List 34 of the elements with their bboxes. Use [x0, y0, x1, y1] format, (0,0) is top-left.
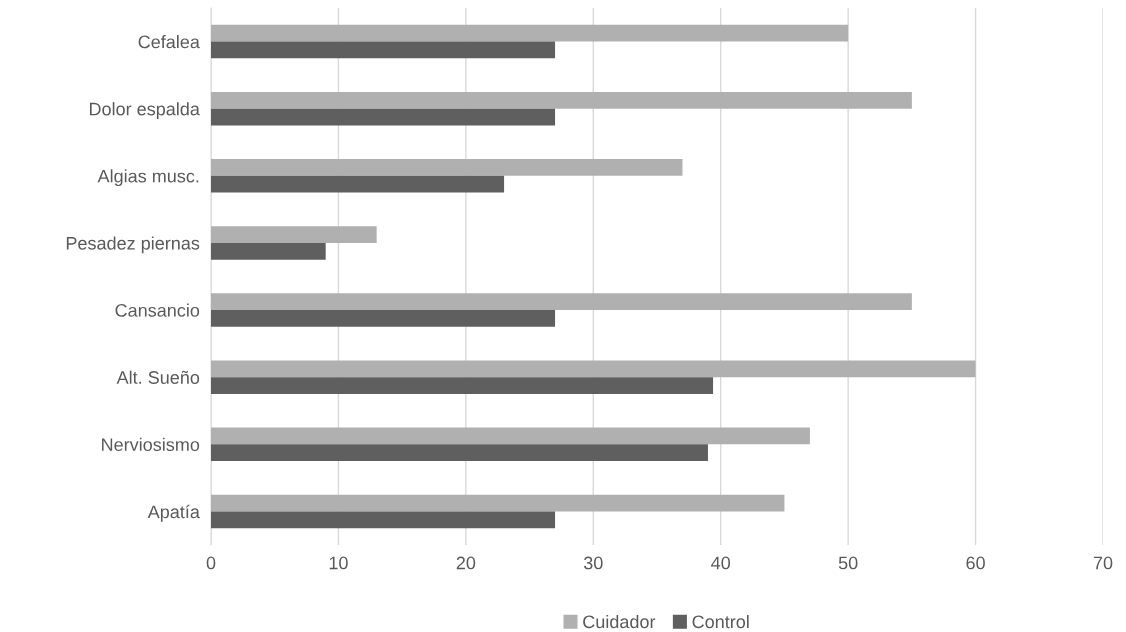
legend-label: Cuidador [583, 614, 656, 629]
bar [211, 159, 683, 176]
bar [211, 175, 505, 193]
x-tick-label: 10 [329, 556, 348, 570]
x-tick-label: 60 [966, 556, 985, 570]
y-tick-label: Nerviosismo [102, 437, 200, 452]
bar [211, 360, 976, 378]
bar [211, 310, 556, 327]
bar [211, 24, 849, 42]
y-tick-label: Dolor espalda [89, 102, 200, 119]
bar [211, 511, 556, 529]
y-tick-label: Pesadez piernas [66, 236, 200, 254]
bar [211, 444, 708, 462]
y-tick-label: Algias musc. [97, 169, 199, 187]
y-tick-label: Cansancio [115, 303, 200, 317]
x-tick-label: 0 [206, 556, 216, 570]
legend-label: Control [692, 614, 749, 629]
y-tick-label: Cefalea [138, 35, 200, 49]
y-tick-label: Alt. Sueño [116, 370, 200, 384]
y-tick-label: Apatía [147, 504, 200, 522]
x-tick-label: 30 [583, 556, 603, 570]
bar [211, 108, 556, 126]
bar [211, 226, 377, 243]
x-tick-label: 20 [456, 556, 476, 570]
bar [211, 427, 810, 445]
x-tick-label: 50 [838, 556, 858, 570]
bar [211, 242, 326, 260]
x-tick-label: 40 [711, 556, 731, 570]
bar [211, 494, 785, 512]
bar [211, 377, 714, 394]
bar [211, 41, 556, 59]
x-tick-label: 70 [1093, 556, 1113, 570]
bar [211, 91, 912, 109]
bar [211, 293, 912, 311]
